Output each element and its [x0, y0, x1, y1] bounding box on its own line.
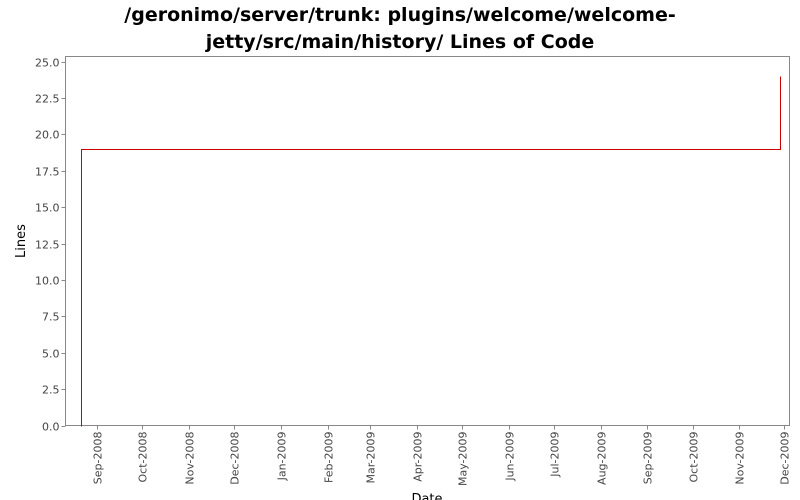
x-tick-label: Nov-2009: [734, 432, 747, 485]
chart-title-line-1: /geronimo/server/trunk: plugins/welcome/…: [124, 4, 676, 26]
series-layer: [81, 76, 781, 427]
y-tick-label: 0.0: [42, 421, 60, 434]
x-axis-label: Date: [411, 492, 442, 500]
y-axis: 0.0 2.5 5.0 7.5 10.0 12.5 15.0 17.5 20.0 22.5 25.0: [35, 57, 66, 434]
x-axis: Sep-2008 Oct-2008 Nov-2008 Dec-2008 Jan-2009…: [92, 425, 792, 487]
y-tick-label: 5.0: [42, 348, 60, 361]
x-tick-label: Jun-2009: [504, 432, 517, 482]
y-tick-label: 10.0: [35, 275, 60, 288]
chart-title: /geronimo/server/trunk: plugins/welcome/…: [0, 2, 800, 56]
x-tick-label: Oct-2009: [688, 432, 701, 483]
x-tick-label: May-2009: [457, 432, 470, 487]
y-tick-label: 25.0: [35, 57, 60, 70]
x-tick-label: Sep-2009: [642, 432, 655, 485]
y-tick-label: 12.5: [35, 239, 60, 252]
series-line: [81, 76, 781, 427]
y-tick-label: 20.0: [35, 129, 60, 142]
x-tick-label: Nov-2008: [184, 432, 197, 485]
y-axis-label: Lines: [14, 224, 29, 258]
x-tick-label: Aug-2009: [596, 432, 609, 485]
x-tick-label: Feb-2009: [323, 432, 336, 483]
y-tick-label: 7.5: [42, 311, 60, 324]
plot-area: [65, 56, 790, 426]
y-tick-label: 15.0: [35, 202, 60, 215]
x-tick-label: Dec-2009: [779, 431, 792, 484]
x-tick-label: Jul-2009: [549, 432, 562, 478]
chart-title-line-2: jetty/src/main/history/ Lines of Code: [205, 31, 595, 53]
y-tick-label: 22.5: [35, 93, 60, 106]
x-tick-label: Sep-2008: [92, 432, 105, 485]
x-tick-label: Mar-2009: [365, 432, 378, 484]
x-tick-label: Oct-2008: [137, 432, 150, 483]
y-tick-label: 2.5: [42, 384, 60, 397]
x-tick-label: Jan-2009: [276, 432, 289, 482]
x-tick-label: Dec-2008: [229, 431, 242, 484]
x-tick-label: Apr-2009: [412, 432, 425, 482]
y-tick-label: 17.5: [35, 166, 60, 179]
